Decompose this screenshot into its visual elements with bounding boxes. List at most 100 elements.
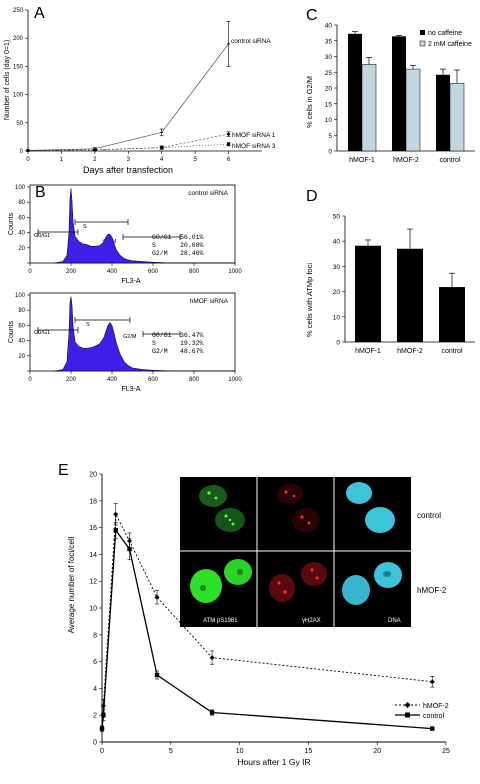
bar (361, 64, 377, 152)
y-tick-label: 80 (18, 308, 25, 314)
x-tick-label: control (441, 348, 462, 355)
y-tick-label: 100 (15, 185, 26, 191)
y-tick-label: 0 (20, 149, 24, 155)
y-tick-label: 5 (328, 133, 332, 140)
data-point (93, 148, 97, 152)
nucleus-atm-control (199, 485, 227, 507)
nucleolus-dna (383, 571, 391, 577)
data-point (154, 594, 160, 600)
x-tick-label: 0 (26, 157, 30, 163)
gate-label-s: S (86, 322, 90, 328)
data-point (430, 726, 435, 731)
y-tick-label: 6 (93, 659, 97, 666)
x-tick-label: 200 (66, 377, 77, 383)
x-tick-label: 400 (107, 269, 118, 275)
panel-label-c: C (306, 7, 318, 24)
panel-d-y-label: % cells with ATMp foci (305, 263, 314, 337)
x-tick-label: 200 (66, 269, 77, 275)
x-tick-label: hMOF-1 (349, 157, 375, 164)
data-point (209, 710, 215, 715)
y-tick-label: 50 (16, 121, 23, 127)
nucleus-h2ax-hmof2 (301, 562, 327, 586)
legend-label-control: control (423, 713, 444, 720)
x-tick-label: 5 (169, 748, 173, 755)
x-tick-label: 2 (93, 157, 97, 163)
data-point (160, 146, 164, 150)
gate-label-g0g1: G0/G1 (34, 330, 50, 336)
x-tick-label: 800 (189, 269, 200, 275)
panel-e-y-label: Average number of foci/cell (67, 536, 76, 633)
h2ax-focus (284, 490, 288, 494)
nucleus-dna-control (346, 482, 372, 504)
y-tick-label: 10 (89, 606, 97, 613)
legend-swatch-caffeine (419, 40, 426, 47)
y-tick-label: 10 (325, 117, 333, 124)
stat-phase-s: S (152, 340, 156, 347)
stat-value-g0g1: 56.01% (180, 234, 204, 241)
y-tick-label: 30 (325, 54, 333, 61)
panel-c-y-label: % cells in G2/M (305, 76, 314, 128)
micro-col-label-atm: ATM pS1981 (203, 618, 238, 624)
legend-marker-hmof2 (404, 702, 411, 708)
y-tick-label: 0 (336, 340, 340, 347)
x-tick-label: 600 (148, 269, 159, 275)
nucleus-h2ax-control (292, 508, 320, 532)
y-tick-label: 40 (325, 23, 333, 30)
micro-col-label-h2ax: γH2AX (302, 618, 321, 624)
y-tick-label: 20 (18, 354, 25, 360)
bar (449, 83, 465, 152)
nucleus-atm-hmof2 (190, 569, 222, 603)
panel-e-chart: 0 2 4 6 8 10 12 14 16 18 20 0 5 10 15 20 25 Average numb… (67, 472, 450, 768)
micro-col-label-dna: DNA (388, 618, 401, 624)
stat-phase-g0g1: G0/G1 (152, 332, 172, 339)
series-line (27, 43, 229, 151)
h2ax-focus (310, 568, 314, 572)
stat-phase-s: S (152, 242, 156, 249)
bar (355, 245, 381, 342)
y-tick-label: 4 (93, 686, 97, 693)
data-point (226, 132, 231, 137)
panel-a-x-label: Days after transfection (83, 165, 173, 175)
x-tick-label: 0 (28, 269, 32, 275)
x-tick-label: 1000 (228, 269, 242, 275)
y-tick-label: 35 (325, 38, 333, 45)
x-tick-label: hMOF-2 (397, 348, 423, 355)
y-tick-label: 60 (18, 215, 25, 221)
nucleus-dna-control (365, 507, 395, 533)
data-point (26, 148, 30, 152)
bar (439, 287, 465, 342)
panel-a-legend-hmof1: hMOF siRNA 1 (232, 132, 276, 139)
y-tick-label: 50 (333, 214, 341, 221)
x-tick-label: 600 (148, 377, 159, 383)
data-point (113, 528, 118, 533)
histogram-x-label: FL3-A (121, 386, 140, 393)
gate-label-g0g1: G0/G1 (34, 233, 50, 239)
y-tick-label: 0 (93, 740, 97, 747)
nucleus-h2ax-control (277, 484, 303, 504)
stat-value-g2m: 48.67% (180, 348, 204, 355)
panel-a-legend-hmof3: hMOF siRNA 3 (232, 143, 276, 150)
legend-label-caffeine: 2 mM caffeine (428, 41, 472, 48)
legend-swatch-no-caffeine (420, 30, 425, 35)
stat-value-g0g1: 36.47% (180, 332, 204, 339)
y-tick-label: 200 (13, 36, 24, 42)
y-tick-label: 8 (93, 632, 97, 639)
atm-focus (231, 522, 235, 526)
y-tick-label: 20 (325, 86, 333, 93)
stat-phase-g2m: G2/M (152, 348, 168, 355)
bar (397, 248, 423, 342)
x-tick-label: 6 (227, 157, 231, 163)
y-tick-label: 25 (325, 70, 333, 77)
panel-label-b: B (35, 184, 46, 201)
nucleus-h2ax-hmof2 (269, 574, 295, 602)
x-tick-label: 10 (236, 748, 244, 755)
histogram-x-label: FL3-A (121, 278, 140, 285)
panel-a-y-label: Number of cells (day 0=1) (4, 40, 11, 120)
atm-focus (207, 491, 211, 495)
series-line (27, 143, 229, 151)
atm-focus (224, 514, 228, 518)
histogram-y-label: Counts (8, 320, 15, 343)
stat-phase-g0g1: G0/G1 (152, 234, 172, 241)
panel-label-e: E (58, 462, 69, 479)
